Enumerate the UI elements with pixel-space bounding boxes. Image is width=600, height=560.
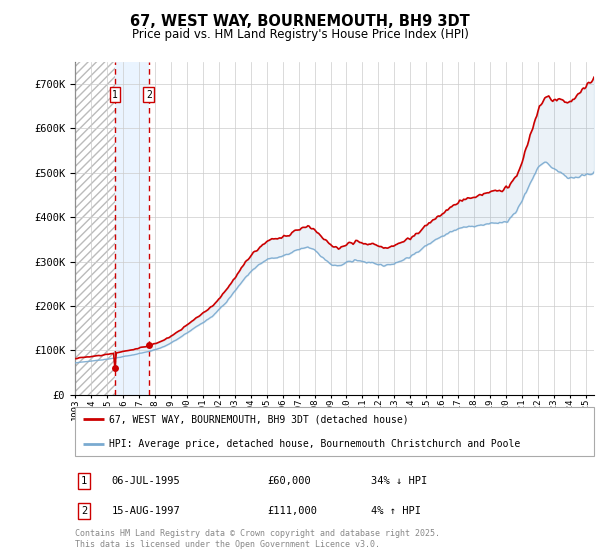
Text: 2: 2 bbox=[146, 90, 152, 100]
Text: Price paid vs. HM Land Registry's House Price Index (HPI): Price paid vs. HM Land Registry's House … bbox=[131, 28, 469, 41]
Text: 06-JUL-1995: 06-JUL-1995 bbox=[112, 476, 180, 486]
Text: 1: 1 bbox=[81, 476, 88, 486]
Bar bbox=[115, 62, 149, 395]
Text: Contains HM Land Registry data © Crown copyright and database right 2025.
This d: Contains HM Land Registry data © Crown c… bbox=[75, 529, 440, 549]
Text: 2: 2 bbox=[81, 506, 88, 516]
Text: £111,000: £111,000 bbox=[267, 506, 317, 516]
Text: £60,000: £60,000 bbox=[267, 476, 311, 486]
Text: 67, WEST WAY, BOURNEMOUTH, BH9 3DT (detached house): 67, WEST WAY, BOURNEMOUTH, BH9 3DT (deta… bbox=[109, 414, 409, 424]
Text: 15-AUG-1997: 15-AUG-1997 bbox=[112, 506, 180, 516]
Text: 1: 1 bbox=[112, 90, 118, 100]
Text: 67, WEST WAY, BOURNEMOUTH, BH9 3DT: 67, WEST WAY, BOURNEMOUTH, BH9 3DT bbox=[130, 14, 470, 29]
Text: 4% ↑ HPI: 4% ↑ HPI bbox=[371, 506, 421, 516]
FancyBboxPatch shape bbox=[75, 407, 594, 456]
Bar bbox=[75, 62, 115, 395]
Text: HPI: Average price, detached house, Bournemouth Christchurch and Poole: HPI: Average price, detached house, Bour… bbox=[109, 439, 520, 449]
Text: 34% ↓ HPI: 34% ↓ HPI bbox=[371, 476, 427, 486]
